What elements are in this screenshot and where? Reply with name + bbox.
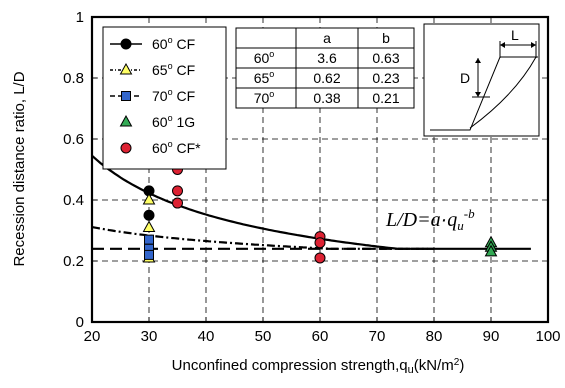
y-tick-label: 0.2 — [63, 253, 84, 270]
y-tick-label: 0.4 — [63, 192, 84, 209]
legend-label: 65o CF — [152, 61, 195, 78]
y-axis-title: Recession distance ratio, L/D — [11, 71, 28, 266]
inset-frame — [423, 23, 540, 137]
inset-label-D: D — [460, 70, 470, 86]
inset-label-L: L — [511, 27, 519, 43]
fit-equation: L/D=a·qu-b — [385, 206, 475, 233]
table-row-label: 65o — [254, 69, 275, 86]
legend: 60o CF 65o CF 70o CF 60o 1G 60o CF* — [102, 26, 227, 170]
legend-marker — [119, 114, 133, 127]
legend-marker — [120, 142, 132, 154]
table-header-a: a — [323, 30, 331, 46]
legend-label: 70o CF — [152, 87, 195, 104]
fit-curve — [91, 226, 434, 250]
y-tick-label: 0.6 — [63, 131, 84, 148]
x-tick-label: 20 — [84, 328, 101, 345]
fit-table: a b 60o 3.6 0.63 65o 0.62 0.23 70o 0.38 0.21 — [235, 27, 415, 109]
y-tick-labels: 0 0.2 0.4 0.6 0.8 1 — [63, 9, 97, 331]
legend-marker — [120, 38, 132, 50]
x-tick-labels: 20 30 40 50 60 70 80 90 100 — [84, 317, 561, 345]
data-point — [143, 209, 155, 221]
data-point — [142, 220, 156, 232]
legend-label: 60o 1G — [152, 113, 195, 130]
data-point — [484, 244, 498, 257]
x-tick-label: 70 — [369, 328, 386, 345]
x-tick-label: 50 — [255, 328, 272, 345]
x-tick-label: 60 — [312, 328, 329, 345]
table-cell-b: 0.23 — [372, 70, 399, 86]
table-cell-a: 0.38 — [313, 90, 340, 106]
legend-label: 60o CF* — [152, 139, 201, 156]
data-point — [172, 185, 183, 197]
failure-surface — [469, 56, 537, 129]
table-cell-b: 0.21 — [372, 90, 399, 106]
slope-outline — [430, 56, 538, 131]
data-point — [144, 234, 154, 245]
data-points — [142, 164, 498, 264]
table-header-b: b — [382, 30, 390, 46]
data-point — [144, 249, 154, 260]
table-cell-a: 0.62 — [313, 70, 340, 86]
x-tick-label: 40 — [198, 328, 215, 345]
table-cell-b: 0.63 — [372, 50, 399, 66]
table-row-label: 70o — [254, 89, 275, 106]
y-tick-label: 0 — [76, 314, 84, 331]
data-point — [314, 252, 326, 264]
data-point — [172, 197, 183, 209]
fit-curve — [91, 154, 531, 250]
x-tick-label: 90 — [483, 328, 500, 345]
legend-label: 60o CF — [152, 35, 195, 52]
y-tick-label: 0.8 — [63, 70, 84, 87]
table-cell-a: 3.6 — [317, 50, 337, 66]
data-point — [142, 192, 156, 205]
x-axis-title: Unconfined compression strength,qu(kN/m2… — [172, 357, 465, 376]
data-point — [314, 237, 326, 249]
x-tick-label: 100 — [535, 328, 560, 345]
inset-schematic: L D — [423, 23, 540, 137]
legend-marker — [121, 91, 131, 101]
x-tick-label: 30 — [141, 328, 158, 345]
table-row-label: 60o — [254, 49, 275, 66]
x-tick-label: 80 — [426, 328, 443, 345]
legend-marker — [119, 62, 133, 75]
y-tick-label: 1 — [76, 9, 84, 26]
